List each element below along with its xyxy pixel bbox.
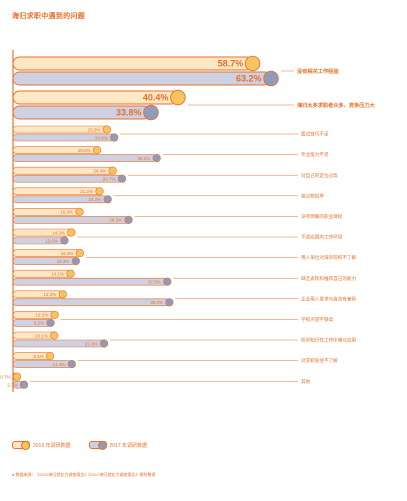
data-label: 9.2% [34, 321, 44, 326]
category-label: 没有明确的职业目标 [301, 213, 343, 220]
data-label: 26.7% [103, 177, 116, 182]
bar-end-dot-2017 [99, 339, 109, 348]
category-label: 对求职途径不了解 [301, 357, 338, 364]
bar-end-dot-2019 [75, 207, 84, 216]
legend-item-2019: 2019 年调研数据 [12, 441, 71, 450]
chart-title: 海归求职中遇到的问题 [12, 13, 85, 20]
data-label: 12.6% [45, 238, 58, 243]
bar-end-dot-2019 [102, 125, 111, 134]
bar-end-dot-2017 [165, 298, 174, 307]
bar-end-dot-2019 [92, 146, 102, 155]
category-label: 企业用人要求与自身有差异 [301, 295, 357, 302]
bar-end-dot-2019 [12, 372, 22, 381]
bar-end-dot-2019 [67, 228, 76, 237]
data-label: 22.3% [85, 341, 98, 346]
data-label: 21.2% [80, 189, 93, 194]
category-label: 专业能力不足 [301, 151, 329, 158]
category-label: 不适应国内工作环境 [301, 234, 343, 241]
category-label: 海归太多求职者众多、竞争压力大 [297, 101, 376, 109]
bar-end-dot-2017 [124, 215, 133, 224]
bar-2019 [12, 311, 55, 319]
data-label: 40.4% [143, 93, 169, 103]
bar-end-dot-2017 [46, 318, 55, 328]
bar-end-dot-2017 [117, 174, 127, 183]
legend-item-2017: 2017 年调研数据 [88, 441, 148, 450]
bar-end-dot-2019 [75, 249, 85, 258]
legend-label-2019: 2019 年调研数据 [33, 442, 71, 449]
bar-end-dot-2019 [58, 290, 67, 299]
category-label: 缺乏表现和推荐自己的能力 [301, 275, 357, 282]
data-label: 10.1% [35, 333, 48, 338]
data-label: 23.0% [88, 127, 101, 132]
data-label: 14.4% [53, 362, 66, 367]
data-label: 2.7% [7, 383, 17, 388]
data-label: 16.4% [61, 251, 74, 256]
data-label: 12.2% [44, 292, 57, 297]
bar-2017 [12, 277, 168, 286]
category-label: 用人单位对海外院校不了解 [301, 254, 357, 261]
bar-end-dot-2017 [143, 104, 159, 121]
bar-end-dot-2017 [60, 236, 69, 245]
bar-end-dot-2019 [170, 89, 186, 106]
bar-2019 [12, 352, 51, 360]
category-label: 面试技巧不足 [301, 131, 329, 138]
data-label: 63.2% [236, 74, 262, 84]
bar-end-dot-2019 [46, 352, 55, 361]
data-label: 16.3% [60, 210, 73, 215]
bar-end-dot-2017 [103, 195, 112, 204]
bar-end-dot-2017 [67, 360, 76, 369]
bar-end-dot-2019 [108, 166, 117, 175]
data-label: 24.8% [95, 135, 108, 140]
data-label: 0.7% [0, 375, 10, 380]
bar-end-dot-2017 [152, 154, 161, 163]
data-label: 14.1% [51, 272, 64, 277]
category-label: 所学知识在工作中难以应用 [301, 337, 357, 344]
bar-end-dot-2019 [50, 331, 59, 340]
data-label: 37.8% [148, 280, 161, 285]
data-label: 28.3% [109, 218, 122, 223]
bar-end-dot-2019 [50, 310, 59, 320]
bar-2017 [12, 154, 157, 162]
bar-end-dot-2019 [66, 269, 75, 278]
source-note: ● 数据来源：《2019海归就业力调查报告》《2017海归就业力调查报告》德科整… [12, 472, 156, 477]
bar-end-dot-2017 [110, 133, 119, 142]
data-label: 58.7% [218, 59, 244, 69]
bar-2017 [12, 298, 170, 307]
bar-end-dot-2017 [71, 257, 80, 266]
legend: 2019 年调研数据 2017 年调研数据 [12, 441, 148, 450]
bar-end-dot-2019 [244, 55, 261, 72]
data-label: 15.4% [57, 259, 70, 264]
legend-swatch-2019 [12, 441, 30, 450]
bar-end-dot-2017 [19, 380, 29, 389]
legend-swatch-2017 [88, 441, 107, 450]
category-label: 错过校招季 [301, 192, 324, 199]
data-label: 20.6% [78, 148, 91, 153]
data-label: 10.2% [35, 313, 48, 318]
bar-end-dot-2017 [263, 70, 279, 87]
data-label: 23.2% [88, 197, 101, 202]
bar-end-dot-2019 [95, 187, 104, 196]
bar-2017 [12, 319, 51, 327]
bar-end-dot-2017 [163, 277, 172, 286]
data-label: 35.2% [137, 156, 150, 161]
category-label: 其他 [301, 378, 311, 385]
data-label: 38.3% [150, 300, 163, 305]
data-label: 33.8% [116, 108, 142, 118]
bar-2019 [12, 331, 55, 340]
category-label: 没有相关工作经验 [297, 67, 339, 75]
legend-label-2017: 2017 年调研数据 [109, 442, 148, 449]
data-label: 24.4% [93, 169, 106, 174]
category-label: 对自己的定位过高 [301, 172, 338, 179]
data-label: 9.1% [33, 354, 43, 359]
bar-2017 [12, 71, 272, 86]
data-label: 14.3% [52, 230, 65, 235]
category-label: 学校声望不够高 [301, 316, 334, 323]
